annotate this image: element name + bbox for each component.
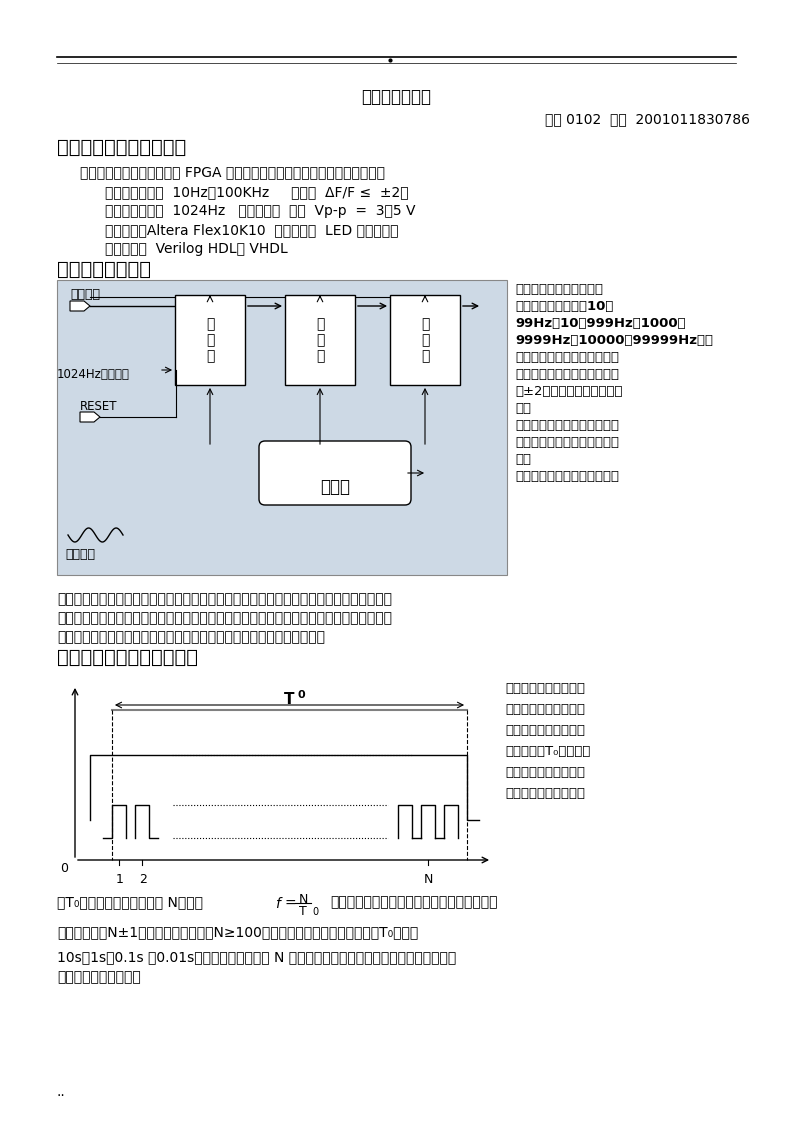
- Polygon shape: [70, 301, 90, 311]
- Text: 99Hz、10～999Hz、1000～: 99Hz、10～999Hz、1000～: [515, 318, 686, 330]
- Text: 系统外部时钟：  1024Hz   测量波形：  方波  Vp-p  =  3～5 V: 系统外部时钟： 1024Hz 测量波形： 方波 Vp-p = 3～5 V: [105, 204, 416, 218]
- Text: 10s、1s、0.1s 和0.01s。仅对计数器计数値 N 进行简单的移位即可得到结果。产生闸门电平: 10s、1s、0.1s 和0.01s。仅对计数器计数値 N 进行简单的移位即可得…: [57, 950, 456, 964]
- FancyBboxPatch shape: [175, 295, 245, 385]
- Text: 频率计划分为四档：10～: 频率计划分为四档：10～: [515, 300, 613, 313]
- Text: 待测信号: 待测信号: [70, 288, 100, 301]
- Text: 已知给定标准时钟脉冲: 已知给定标准时钟脉冲: [505, 724, 585, 737]
- Text: RESET: RESET: [80, 401, 117, 413]
- Text: 的最大误差为N±1，为保证误差要求取N≥100。经计算，四档的闸门电平时间T₀分别为: 的最大误差为N±1，为保证误差要求取N≥100。经计算，四档的闸门电平时间T₀分…: [57, 925, 418, 939]
- Text: 0: 0: [60, 862, 68, 875]
- Text: 9999Hz、10000～99999Hz。这: 9999Hz、10000～99999Hz。这: [515, 334, 713, 347]
- Text: 分
频
器: 分 频 器: [206, 316, 214, 364]
- Text: 考虑到测量方便，将数字: 考虑到测量方便，将数字: [515, 283, 603, 296]
- Text: 2: 2: [139, 873, 147, 886]
- Text: 设计细化要求：频率计能根据: 设计细化要求：频率计能根据: [515, 470, 619, 482]
- FancyBboxPatch shape: [390, 295, 460, 385]
- Text: =: =: [285, 896, 297, 911]
- Polygon shape: [80, 412, 100, 422]
- FancyBboxPatch shape: [259, 441, 411, 505]
- Text: 号。: 号。: [515, 453, 531, 466]
- Text: ..: ..: [57, 1085, 66, 1100]
- Text: 计测量频率的原理图。: 计测量频率的原理图。: [505, 703, 585, 716]
- Text: 样可以保证每一档三位有效数: 样可以保证每一档三位有效数: [515, 351, 619, 364]
- Text: 门电平，通过计数器得: 门电平，通过计数器得: [505, 787, 585, 800]
- Text: 字，而且第三位有效数字误差: 字，而且第三位有效数字误差: [515, 368, 619, 381]
- Text: 二、系统总体设计: 二、系统总体设计: [57, 260, 151, 279]
- FancyBboxPatch shape: [285, 295, 355, 385]
- Text: T: T: [284, 692, 295, 707]
- Text: f: f: [275, 896, 280, 911]
- Text: 求。: 求。: [515, 402, 531, 415]
- Text: 高电平时间T₀，将此高: 高电平时间T₀，将此高: [505, 745, 590, 758]
- Text: 1: 1: [116, 873, 124, 886]
- Text: 本次课程设计要求设计并用 FPGA 实现一个数字频率计，具体设计要求如下：: 本次课程设计要求设计并用 FPGA 实现一个数字频率计，具体设计要求如下：: [80, 165, 385, 180]
- Text: 系统框图: 系统框图: [65, 548, 95, 561]
- Text: 锁
存
器: 锁 存 器: [421, 316, 429, 364]
- Text: 1024Hz标准时钟: 1024Hz标准时钟: [57, 368, 130, 381]
- Text: 输入待测信号频率自动选择量程，并在超过最大量程时显示过量程，当复位脉冲到来时，系: 输入待测信号频率自动选择量程，并在超过最大量程时显示过量程，当复位脉冲到来时，系: [57, 592, 392, 606]
- Text: 0: 0: [297, 690, 305, 700]
- Text: 一、课程设计内容及要求: 一、课程设计内容及要求: [57, 138, 186, 157]
- Text: 三个输入信号：待测信号、标: 三个输入信号：待测信号、标: [515, 419, 619, 432]
- Text: 电平信号作为计数器闸: 电平信号作为计数器闸: [505, 766, 585, 779]
- Text: 计双 0102  雷昊  2001011830786: 计双 0102 雷昊 2001011830786: [545, 112, 750, 126]
- Text: 硬件设备：Altera Flex10K10  五位数码管  LED 发光二极管: 硬件设备：Altera Flex10K10 五位数码管 LED 发光二极管: [105, 223, 399, 237]
- Text: 在±2以内时即可达到精度要: 在±2以内时即可达到精度要: [515, 385, 623, 398]
- Text: 计
数
路: 计 数 路: [316, 316, 324, 364]
- Text: 0: 0: [312, 907, 318, 917]
- Text: N: N: [424, 873, 434, 886]
- Text: 三、系统及模块设计与说明: 三、系统及模块设计与说明: [57, 649, 198, 666]
- Text: 到T₀时间内待测脉冲的个数 N，则有: 到T₀时间内待测脉冲的个数 N，则有: [57, 895, 203, 909]
- Text: 。由图示可以看出，一个闸门电平时间内计数: 。由图示可以看出，一个闸门电平时间内计数: [330, 895, 497, 909]
- Text: 测量频率范围：  10Hz～100KHz     精度：  ΔF/F ≤  ±2％: 测量频率范围： 10Hz～100KHz 精度： ΔF/F ≤ ±2％: [105, 185, 408, 199]
- Text: 数字频率计设计: 数字频率计设计: [361, 88, 431, 105]
- Text: 编程语言：  Verilog HDL／ VHDL: 编程语言： Verilog HDL／ VHDL: [105, 242, 288, 256]
- Text: T: T: [299, 905, 307, 918]
- Text: 的工作由分频器完成。: 的工作由分频器完成。: [57, 971, 140, 984]
- Text: 分频、计数、锁存和控制，并可以确定基本的连接和反馈，如上图所示。: 分频、计数、锁存和控制，并可以确定基本的连接和反馈，如上图所示。: [57, 629, 325, 644]
- FancyBboxPatch shape: [57, 280, 507, 574]
- Text: 统复位，重新开始计数显示频率。基于上述要求，可以将系统基本划分为四个模块，分别为: 统复位，重新开始计数显示频率。基于上述要求，可以将系统基本划分为四个模块，分别为: [57, 611, 392, 625]
- Text: N: N: [298, 893, 308, 905]
- Text: 如左图所示为数字频率: 如左图所示为数字频率: [505, 682, 585, 695]
- Text: 准时钟脉冲信号和复位脉冲信: 准时钟脉冲信号和复位脉冲信: [515, 436, 619, 449]
- Text: 控制器: 控制器: [320, 478, 350, 496]
